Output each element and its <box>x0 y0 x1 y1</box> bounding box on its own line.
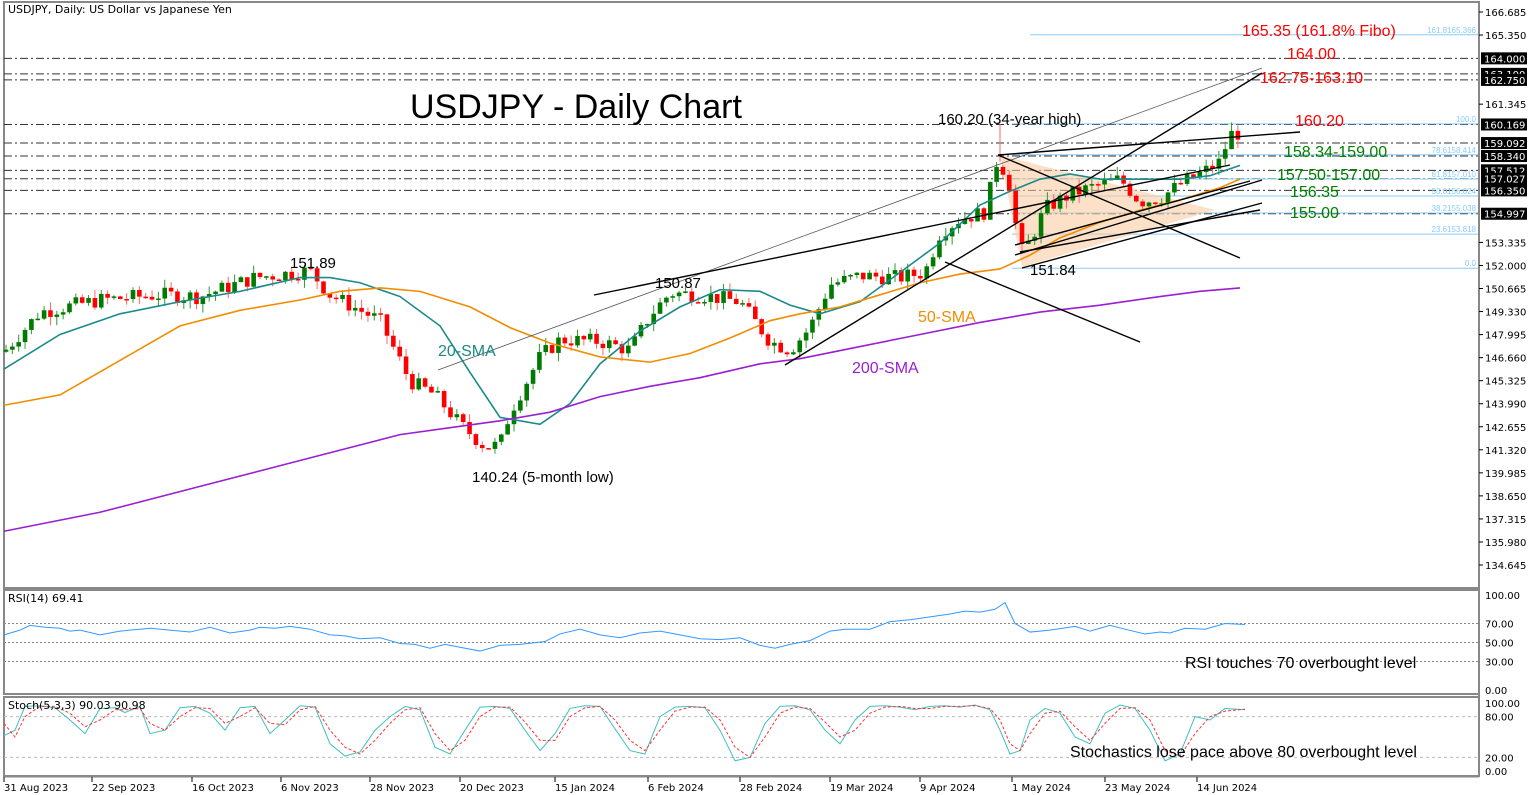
chart-annotations: USDJPY - Daily Chart 151.89 150.87 140.24 (… <box>290 23 1396 486</box>
rsi-indicator: 100.00 70.00 50.00 30.00 0.00 RSI touches 70 … <box>3 591 1520 697</box>
svg-text:159.092: 159.092 <box>1484 139 1525 150</box>
svg-text:153.335: 153.335 <box>1485 238 1526 249</box>
svg-text:151.84: 151.84 <box>1030 262 1076 279</box>
svg-text:155.00: 155.00 <box>1290 205 1339 222</box>
svg-text:138.650: 138.650 <box>1485 492 1526 503</box>
svg-text:30.00: 30.00 <box>1485 658 1514 669</box>
horizontal-levels <box>4 57 1479 215</box>
price-axis: 166.685 165.350 161.345 153.335 152.000 150.6… <box>1478 2 1527 776</box>
rsi-title: RSI(14) 69.41 <box>8 592 83 605</box>
triangle-pattern <box>1000 155 1215 267</box>
svg-text:150.665: 150.665 <box>1485 285 1526 296</box>
svg-text:145.325: 145.325 <box>1485 377 1526 388</box>
svg-text:165.350: 165.350 <box>1485 31 1526 42</box>
svg-text:0.00: 0.00 <box>1485 767 1507 778</box>
svg-text:158.34-159.00: 158.34-159.00 <box>1284 144 1387 161</box>
svg-text:141.320: 141.320 <box>1485 446 1526 457</box>
svg-text:28 Nov 2023: 28 Nov 2023 <box>370 783 434 794</box>
svg-text:150.87: 150.87 <box>655 275 701 292</box>
svg-text:134.645: 134.645 <box>1485 561 1526 572</box>
svg-text:142.655: 142.655 <box>1485 423 1526 434</box>
main-pane <box>3 1 1480 589</box>
svg-text:6 Nov 2023: 6 Nov 2023 <box>281 783 339 794</box>
svg-text:164.00: 164.00 <box>1287 46 1336 63</box>
svg-text:157.027: 157.027 <box>1484 175 1525 186</box>
svg-text:20-SMA: 20-SMA <box>438 343 496 360</box>
svg-text:38.2155.038: 38.2155.038 <box>1432 204 1477 213</box>
svg-text:164.000: 164.000 <box>1484 54 1525 65</box>
svg-text:166.685: 166.685 <box>1485 8 1526 19</box>
svg-text:23.6153.818: 23.6153.818 <box>1432 225 1477 234</box>
svg-text:RSI touches 70 overbought leve: RSI touches 70 overbought level <box>1185 655 1416 672</box>
svg-text:151.89: 151.89 <box>290 255 336 272</box>
svg-text:100.0: 100.0 <box>1456 115 1477 124</box>
svg-text:50.00: 50.00 <box>1485 639 1514 650</box>
svg-text:19 Mar 2024: 19 Mar 2024 <box>830 783 893 794</box>
svg-text:162.750: 162.750 <box>1484 76 1525 87</box>
svg-text:20.00: 20.00 <box>1485 753 1514 764</box>
svg-text:160.20 (34-year high): 160.20 (34-year high) <box>938 111 1081 128</box>
svg-text:61.8157.010: 61.8157.010 <box>1432 170 1477 179</box>
svg-text:USDJPY - Daily Chart: USDJPY - Daily Chart <box>410 88 742 126</box>
trendlines <box>437 67 1301 371</box>
svg-text:23 May 2024: 23 May 2024 <box>1105 783 1170 794</box>
svg-text:70.00: 70.00 <box>1485 620 1514 631</box>
svg-text:158.340: 158.340 <box>1484 152 1525 163</box>
svg-text:149.330: 149.330 <box>1485 308 1526 319</box>
svg-text:160.20: 160.20 <box>1295 113 1344 130</box>
svg-text:156.350: 156.350 <box>1484 186 1525 197</box>
svg-text:15 Jan 2024: 15 Jan 2024 <box>555 783 615 794</box>
svg-text:200-SMA: 200-SMA <box>852 360 919 377</box>
svg-text:160.169: 160.169 <box>1484 120 1525 131</box>
stochastic-indicator: 100.00 80.00 20.00 0.00 Stochastics lose pac… <box>3 699 1520 778</box>
svg-text:161.8165.366: 161.8165.366 <box>1427 26 1476 35</box>
svg-text:50.0156.024: 50.0156.024 <box>1432 187 1477 196</box>
svg-text:165.35 (161.8% Fibo): 165.35 (161.8% Fibo) <box>1242 23 1396 40</box>
fibonacci-retracement: 161.8165.366 100.0 78.6158.414 61.8157.010 5… <box>1012 26 1479 269</box>
svg-text:78.6158.414: 78.6158.414 <box>1432 146 1477 155</box>
svg-text:162.75-163.10: 162.75-163.10 <box>1260 70 1363 87</box>
svg-text:80.00: 80.00 <box>1485 713 1514 724</box>
svg-text:140.24 (5-month low): 140.24 (5-month low) <box>472 469 614 486</box>
svg-text:146.660: 146.660 <box>1485 354 1526 365</box>
svg-text:31 Aug 2023: 31 Aug 2023 <box>4 783 68 794</box>
svg-text:1 May 2024: 1 May 2024 <box>1012 783 1071 794</box>
svg-text:50-SMA: 50-SMA <box>918 309 976 326</box>
svg-text:157.50-157.00: 157.50-157.00 <box>1277 167 1380 184</box>
svg-text:137.315: 137.315 <box>1485 515 1526 526</box>
svg-text:100.00: 100.00 <box>1485 699 1520 710</box>
svg-text:100.00: 100.00 <box>1485 591 1520 602</box>
svg-text:147.995: 147.995 <box>1485 331 1526 342</box>
svg-text:14 Jun 2024: 14 Jun 2024 <box>1197 783 1257 794</box>
svg-text:9 Apr 2024: 9 Apr 2024 <box>920 783 975 794</box>
svg-text:Stochastics lose pace above 80: Stochastics lose pace above 80 overbough… <box>1070 744 1417 761</box>
svg-text:0.0: 0.0 <box>1465 259 1477 268</box>
svg-text:154.997: 154.997 <box>1484 210 1525 221</box>
svg-text:0.00: 0.00 <box>1485 686 1507 697</box>
moving-averages <box>3 164 1241 533</box>
svg-text:28 Feb 2024: 28 Feb 2024 <box>740 783 802 794</box>
stoch-pane <box>3 696 1480 777</box>
svg-text:20 Dec 2023: 20 Dec 2023 <box>460 783 524 794</box>
svg-text:157.512: 157.512 <box>1484 166 1525 177</box>
svg-text:139.985: 139.985 <box>1485 469 1526 480</box>
svg-text:135.980: 135.980 <box>1485 538 1526 549</box>
svg-text:6 Feb 2024: 6 Feb 2024 <box>648 783 704 794</box>
svg-text:161.345: 161.345 <box>1485 100 1526 111</box>
window-title: USDJPY, Daily: US Dollar vs Japanese Yen <box>8 3 232 16</box>
svg-text:22 Sep 2023: 22 Sep 2023 <box>92 783 155 794</box>
svg-text:152.000: 152.000 <box>1485 261 1526 272</box>
time-axis: 31 Aug 2023 22 Sep 2023 16 Oct 2023 6 Nov 2… <box>3 776 1479 794</box>
stoch-title: Stoch(5,3,3) 90.03 90.98 <box>8 699 146 712</box>
svg-text:143.990: 143.990 <box>1485 400 1526 411</box>
svg-text:16 Oct 2023: 16 Oct 2023 <box>192 783 254 794</box>
svg-text:156.35: 156.35 <box>1290 184 1339 201</box>
